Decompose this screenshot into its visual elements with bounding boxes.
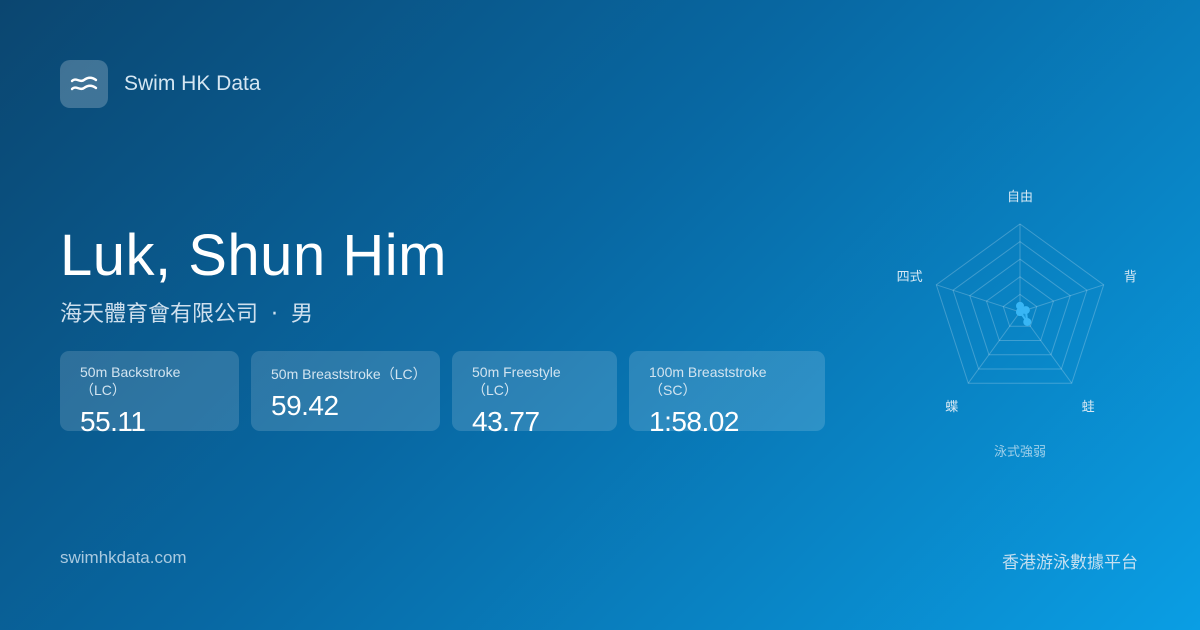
result-card: 50m Freestyle（LC） 43.77 bbox=[452, 351, 617, 437]
radar-point bbox=[1023, 317, 1032, 326]
radar-spoke bbox=[936, 284, 1021, 313]
radar-ring bbox=[985, 276, 1055, 341]
result-card: 100m Breaststroke（SC） 1:58.02 bbox=[629, 351, 825, 437]
swimmer-subtitle: 海天體育會有限公司 · 男 bbox=[60, 296, 313, 328]
radar-axis-label: 四式 bbox=[897, 270, 923, 285]
radar-ring bbox=[969, 258, 1071, 356]
event-name: 50m Backstroke（LC） bbox=[80, 364, 181, 398]
brand-name: Swim HK Data bbox=[124, 72, 261, 95]
event-time: 55.11 bbox=[80, 406, 146, 437]
event-name: 100m Breaststroke（SC） bbox=[649, 364, 767, 398]
event-time: 59.42 bbox=[271, 390, 339, 421]
event-name: 50m Freestyle（LC） bbox=[472, 364, 561, 398]
result-card: 50m Backstroke（LC） 55.11 bbox=[60, 351, 239, 437]
site-url: swimhkdata.com bbox=[60, 548, 187, 567]
radar-spoke bbox=[967, 311, 1021, 384]
radar-point bbox=[1016, 301, 1024, 310]
radar-ring bbox=[952, 240, 1088, 370]
waves-icon bbox=[70, 76, 98, 91]
event-name: 50m Breaststroke（LC） bbox=[271, 366, 427, 382]
swimmer-name: Luk, Shun Him bbox=[60, 223, 447, 288]
gender: 男 bbox=[291, 302, 314, 327]
separator: · bbox=[271, 302, 279, 327]
radar-point bbox=[1016, 308, 1024, 316]
event-time: 1:58.02 bbox=[649, 406, 739, 437]
event-time: 43.77 bbox=[472, 406, 540, 437]
results-list: 50m Backstroke（LC） 55.11 50m Breaststroke… bbox=[60, 351, 825, 437]
logo bbox=[60, 60, 108, 108]
radar-axis-label: 蛙 bbox=[1082, 400, 1095, 415]
radar-axis-label: 自由 bbox=[1007, 190, 1033, 205]
club-name: 海天體育會有限公司 bbox=[60, 302, 259, 327]
radar-ring bbox=[935, 223, 1105, 384]
result-card: 50m Breaststroke（LC） 59.42 bbox=[251, 351, 440, 431]
radar-axis-label: 蝶 bbox=[945, 400, 958, 415]
radar-spoke bbox=[1019, 284, 1104, 313]
radar-title: 泳式強弱 bbox=[994, 445, 1046, 460]
radar-axis-label: 背 bbox=[1124, 270, 1137, 285]
tagline: 香港游泳數據平台 bbox=[1002, 553, 1138, 573]
radar-ring bbox=[1002, 293, 1038, 327]
